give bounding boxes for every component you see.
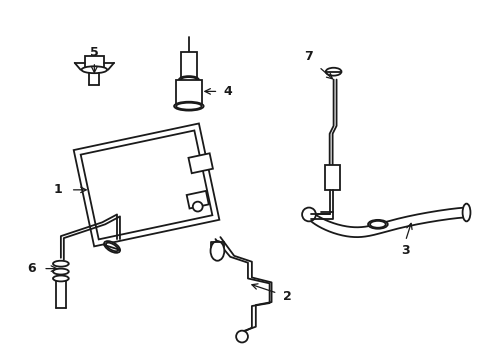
- Polygon shape: [324, 165, 339, 190]
- Circle shape: [236, 330, 247, 342]
- Polygon shape: [186, 191, 208, 208]
- Ellipse shape: [176, 103, 201, 109]
- Text: 1: 1: [54, 183, 62, 196]
- Ellipse shape: [325, 68, 341, 76]
- Text: 5: 5: [90, 45, 99, 59]
- Ellipse shape: [81, 66, 107, 73]
- Ellipse shape: [179, 76, 198, 83]
- Ellipse shape: [53, 275, 69, 282]
- Ellipse shape: [367, 220, 387, 229]
- Polygon shape: [84, 56, 104, 70]
- Ellipse shape: [369, 221, 385, 228]
- Ellipse shape: [462, 204, 469, 221]
- Circle shape: [302, 208, 315, 221]
- Ellipse shape: [53, 261, 69, 267]
- Ellipse shape: [174, 102, 203, 111]
- Polygon shape: [176, 80, 201, 106]
- Ellipse shape: [104, 241, 120, 253]
- Text: 6: 6: [27, 262, 36, 275]
- Ellipse shape: [181, 77, 196, 82]
- Ellipse shape: [106, 243, 118, 251]
- Ellipse shape: [210, 241, 224, 261]
- Polygon shape: [181, 52, 196, 80]
- Text: 4: 4: [224, 85, 232, 98]
- Polygon shape: [188, 153, 212, 173]
- Text: 7: 7: [304, 50, 313, 63]
- Text: 3: 3: [400, 244, 409, 257]
- Ellipse shape: [53, 269, 69, 275]
- Text: 2: 2: [283, 290, 291, 303]
- Circle shape: [192, 202, 202, 212]
